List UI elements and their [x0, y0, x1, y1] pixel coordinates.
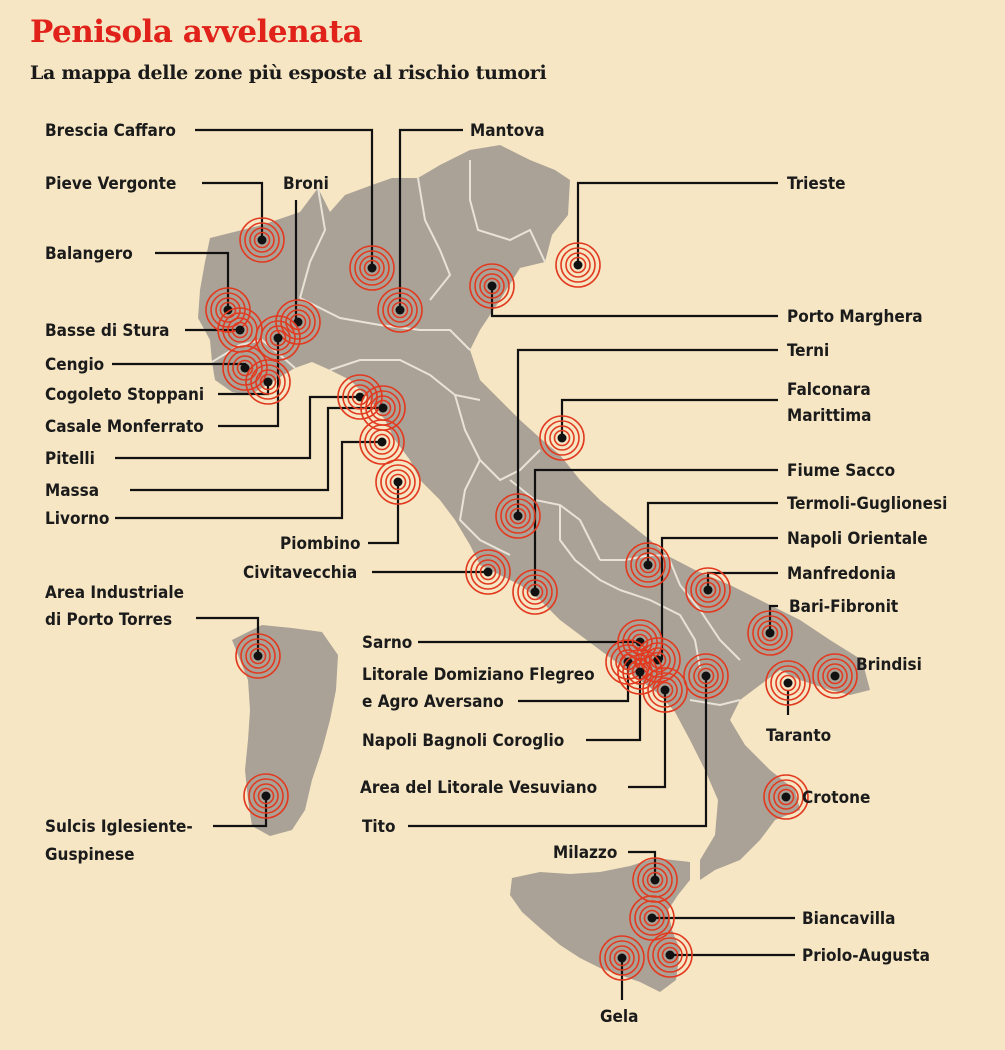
label-litorale-domiziano-line1: Litorale Domiziano Flegreo — [362, 665, 595, 685]
label-bari-fibronit: Bari-Fibronit — [789, 597, 898, 617]
label-milazzo: Milazzo — [553, 843, 617, 863]
label-cengio: Cengio — [45, 355, 104, 375]
label-casale-monferrato: Casale Monferrato — [45, 417, 204, 437]
label-balangero: Balangero — [45, 244, 133, 264]
label-pieve-vergonte: Pieve Vergonte — [45, 174, 176, 194]
label-brescia-caffaro: Brescia Caffaro — [45, 121, 176, 141]
label-trieste: Trieste — [787, 174, 846, 194]
label-mantova: Mantova — [470, 121, 545, 141]
label-pitelli: Pitelli — [45, 449, 95, 469]
label-falconara-line1: Falconara — [787, 380, 871, 400]
region-borders — [211, 160, 741, 707]
label-sulcis-line1: Sulcis Iglesiente- — [45, 817, 193, 837]
label-manfredonia: Manfredonia — [787, 564, 896, 584]
label-massa: Massa — [45, 481, 99, 501]
map-subtitle: La mappa delle zone più esposte al risch… — [30, 62, 547, 84]
label-porto-marghera: Porto Marghera — [787, 307, 923, 327]
label-cogoleto-stoppani: Cogoleto Stoppani — [45, 385, 204, 405]
leader-lines — [112, 128, 795, 1000]
label-porto-torres-line1: Area Industriale — [45, 583, 184, 603]
label-tito: Tito — [362, 817, 396, 837]
map-title: Penisola avvelenata — [30, 14, 363, 50]
site-markers — [205, 217, 858, 981]
label-crotone: Crotone — [802, 788, 870, 808]
label-litorale-domiziano-line2: e Agro Aversano — [362, 692, 504, 712]
label-litorale-vesuviano: Area del Litorale Vesuviano — [360, 778, 597, 798]
label-broni: Broni — [283, 174, 329, 194]
label-taranto: Taranto — [766, 726, 831, 746]
label-termoli-guglionesi: Termoli-Guglionesi — [787, 494, 947, 514]
label-biancavilla: Biancavilla — [802, 909, 895, 929]
label-livorno: Livorno — [45, 509, 109, 529]
label-priolo-augusta: Priolo-Augusta — [802, 946, 930, 966]
label-gela: Gela — [600, 1007, 638, 1027]
label-porto-torres-line2: di Porto Torres — [45, 610, 172, 630]
label-terni: Terni — [787, 341, 829, 361]
sicily — [510, 858, 690, 992]
label-sulcis-line2: Guspinese — [45, 845, 134, 865]
label-napoli-bagnoli: Napoli Bagnoli Coroglio — [362, 731, 564, 751]
sardinia — [232, 625, 338, 836]
label-fiume-sacco: Fiume Sacco — [787, 461, 895, 481]
label-civitavecchia: Civitavecchia — [243, 563, 357, 583]
label-falconara-line2: Marittima — [787, 406, 871, 426]
label-sarno: Sarno — [362, 633, 412, 653]
label-basse-di-stura: Basse di Stura — [45, 321, 169, 341]
label-piombino: Piombino — [280, 534, 360, 554]
label-napoli-orientale: Napoli Orientale — [787, 529, 928, 549]
label-brindisi: Brindisi — [856, 655, 922, 675]
site-labels: Brescia Caffaro Mantova Pieve Vergonte B… — [45, 121, 947, 1027]
